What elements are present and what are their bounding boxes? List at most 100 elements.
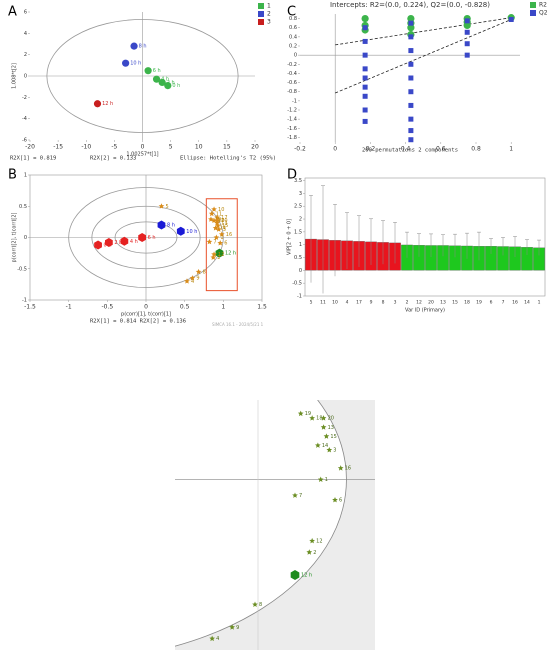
y-tick-label: 0.4 [289, 34, 297, 40]
point [104, 238, 113, 247]
point [218, 231, 225, 237]
point-label: 10 h [130, 61, 141, 67]
panel-label: A [8, 5, 17, 20]
point-label: 8 h [167, 223, 175, 229]
y-tick-label: 1.5 [294, 229, 302, 235]
panel: A-20 -15 -10 -5 0 5 10 15 20-6-4-202461.00257*t[… [8, 3, 276, 162]
fit-line [335, 19, 512, 94]
point [408, 128, 414, 134]
x-tick-label: 20 [251, 144, 259, 151]
y-tick-label: -1 [292, 98, 297, 104]
point [297, 410, 304, 417]
point [122, 59, 130, 67]
y-tick-label: -1.4 [287, 117, 297, 123]
point-label: 1 [220, 235, 223, 241]
point-label: 2 h [114, 240, 122, 246]
x-tick-label: 0.8 [471, 146, 481, 153]
x-tick-label: -0.5 [101, 304, 113, 311]
point-label: 0 h [172, 83, 180, 89]
y-tick-label: -0.2 [287, 62, 297, 68]
point-label: 4 h [161, 77, 169, 83]
legend-label: Q2 [539, 10, 548, 17]
point-label: 20 [328, 416, 334, 422]
x-tick-label: 10 [332, 300, 338, 306]
fit-line [335, 17, 512, 46]
point-label: 6 h [153, 68, 161, 74]
point [464, 29, 470, 35]
y-tick-label: 0 [294, 53, 297, 59]
x-tick-label: 20 [428, 300, 434, 306]
x-tick-label: 10 [195, 144, 203, 151]
point [206, 238, 213, 245]
point [408, 61, 414, 67]
x-tick-label: -20 [25, 144, 35, 151]
point [214, 220, 220, 226]
x-tick-label: 7 [502, 300, 505, 306]
point [152, 75, 161, 83]
x-tick-label: 6 [490, 300, 493, 306]
point-label: 1 [325, 477, 328, 483]
point [290, 570, 300, 580]
y-tick-label: 3 [299, 191, 302, 197]
y-tick-label: 2 [299, 217, 302, 223]
point [158, 203, 165, 209]
x-tick-label: 2 [406, 300, 409, 306]
x-tick-label: 11 [320, 300, 326, 306]
point [215, 222, 221, 229]
point-label: 12 h [225, 251, 236, 257]
point-label: 6 [339, 498, 342, 504]
x-tick-label: 0.6 [436, 146, 446, 153]
point-label: 15 [330, 434, 336, 440]
point [93, 100, 102, 108]
point-label: 9 [196, 276, 199, 282]
point [309, 537, 315, 544]
point-label: 10 [218, 207, 224, 213]
point [362, 84, 368, 90]
y-tick-label: -2 [22, 95, 27, 101]
x-tick-label: 15 [223, 144, 231, 151]
x-tick-label: 9 [370, 300, 373, 306]
point [407, 24, 415, 32]
point-label: 9 [236, 625, 239, 631]
point [464, 18, 470, 24]
point [306, 549, 313, 555]
x-tick-label: 17 [356, 300, 362, 306]
point [508, 16, 514, 22]
point [215, 226, 222, 232]
point [209, 635, 215, 642]
point-label: 2 h [167, 80, 175, 86]
point-label: 6 [224, 241, 227, 247]
point [463, 21, 471, 30]
point [138, 233, 147, 242]
point [210, 254, 217, 260]
point [362, 66, 368, 72]
point [361, 14, 369, 23]
point [320, 415, 327, 421]
point [211, 217, 217, 224]
y-tick-label: -1 [22, 298, 27, 304]
panel: C -0.2 0 0.2 0.4 0.6 0.8 1 -1.8 -1.6 -1.4 -1.2 -1 -0.… [287, 1, 548, 154]
point [94, 240, 102, 250]
legend-label: 1 [267, 3, 271, 10]
point [229, 624, 235, 630]
point-label: 8 [203, 269, 206, 275]
panel-label: B [8, 168, 17, 183]
panel: B-1.5 -1 -0.5 0 0.5 1 1.5-1-0.500.51p(corr)[1]… [8, 168, 267, 328]
y-tick-label: 4 [24, 31, 27, 37]
x-tick-label: 8 [382, 300, 385, 306]
y-tick-label: 0 [24, 74, 27, 80]
x-tick-label: -10 [81, 144, 91, 151]
footer-text: Ellipse: Hotelling's T2 (95%) [180, 156, 276, 162]
x-tick-label: 0 [141, 144, 145, 151]
point [362, 118, 368, 124]
point-label: 15 [222, 223, 228, 229]
y-tick-label: 0.6 [289, 25, 297, 31]
panel-label: D [287, 168, 297, 183]
point [158, 78, 166, 86]
point-label: 4 h [130, 239, 138, 245]
point [292, 492, 298, 498]
point-label: 13 [328, 425, 334, 431]
point [408, 137, 414, 143]
legend-swatch [258, 11, 264, 17]
x-tick-label: 14 [524, 300, 530, 306]
